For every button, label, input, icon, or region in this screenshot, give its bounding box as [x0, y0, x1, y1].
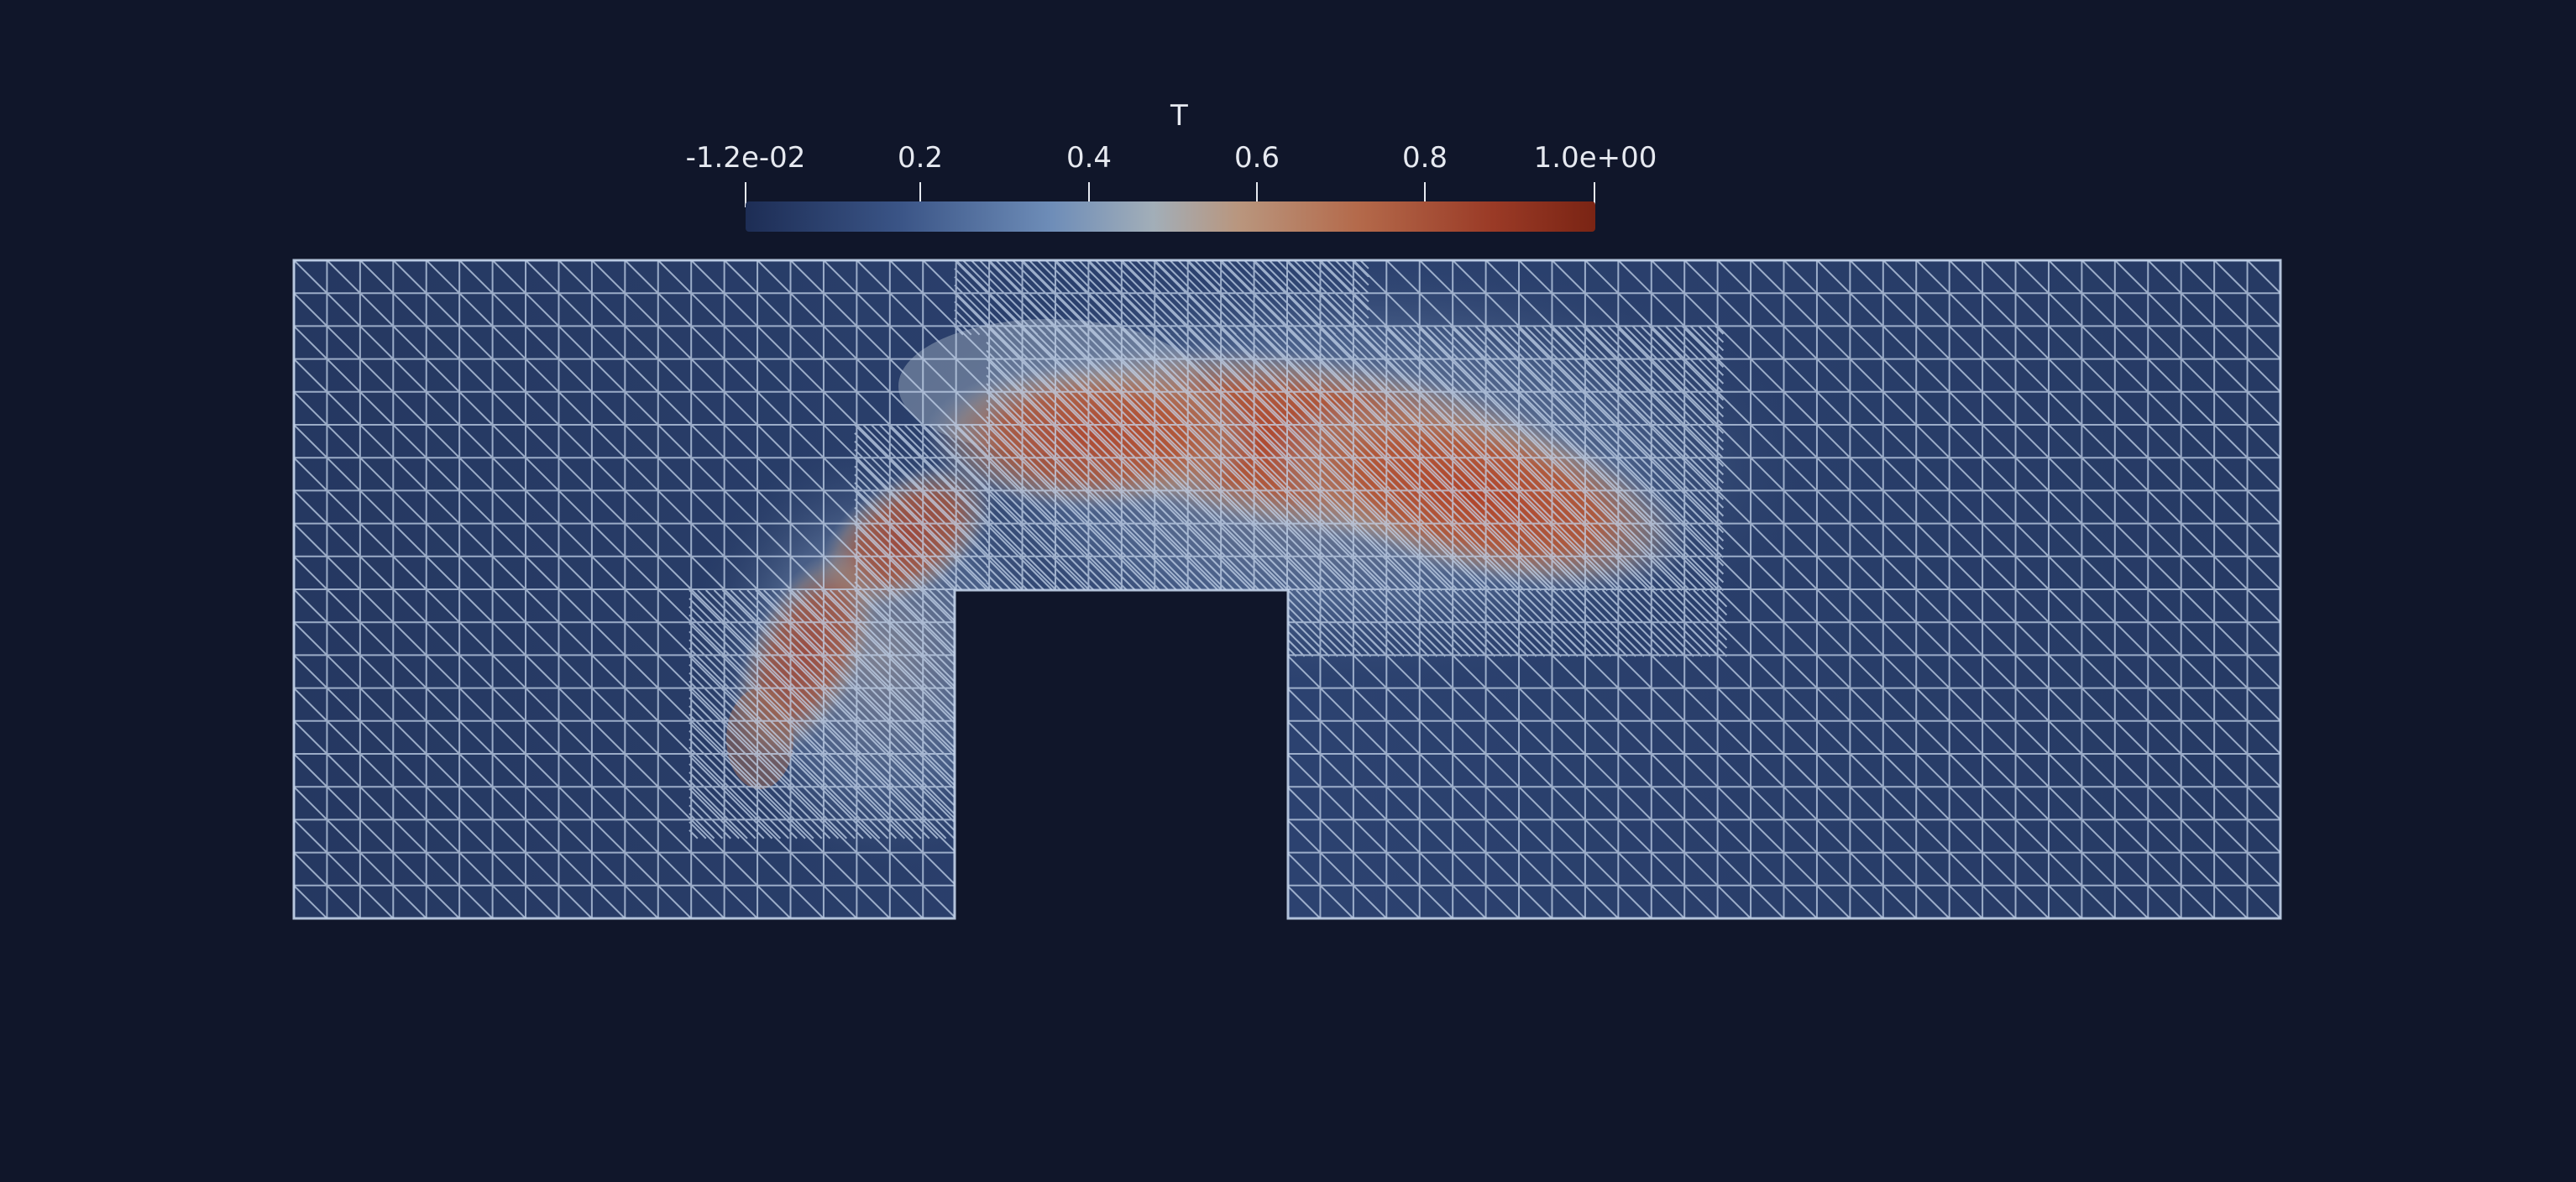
domain-boundary	[292, 259, 2282, 920]
mesh-edges	[294, 260, 2280, 918]
mesh-wireframe	[294, 260, 2280, 918]
